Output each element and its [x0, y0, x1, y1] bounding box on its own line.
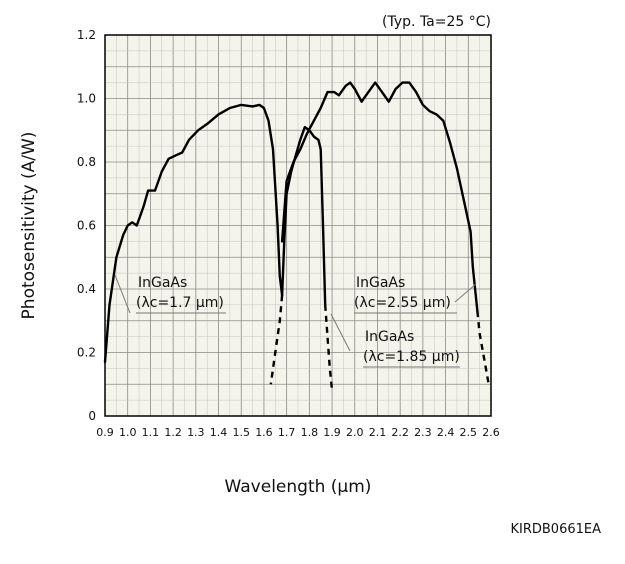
x-tick-labels: 0.9 1.0 1.1 1.2 1.3 1.4 1.5 1.6 1.7 1.8 1.9 2.0 2.1 2…: [96, 426, 500, 439]
grid: [104, 34, 492, 417]
series-label-material: InGaAs: [365, 329, 414, 345]
series-tail-dashed-1: [269, 295, 284, 385]
x-tick-label: 1.8: [301, 426, 319, 439]
annotations: InGaAs (λc=1.7 μm) InGaAs (λc=2.55 μm) InGaA…: [114, 274, 477, 368]
y-tick-label: 0.8: [77, 155, 96, 169]
leader-line: [114, 274, 131, 314]
y-axis-title: Photosensitivity (A/W): [19, 132, 39, 320]
x-tick-label: 1.4: [210, 426, 228, 439]
series-label-cutoff: (λc=1.7 μm): [136, 295, 224, 311]
series-group: [103, 81, 490, 391]
y-tick-label: 0: [88, 409, 96, 423]
series-line-3: [280, 81, 479, 313]
x-tick-label: 2.2: [391, 426, 409, 439]
leader-line: [330, 313, 351, 352]
x-tick-label: 1.6: [255, 426, 273, 439]
x-tick-label: 2.5: [460, 426, 478, 439]
series-label-cutoff: (λc=2.55 μm): [354, 295, 451, 311]
x-tick-label: 2.3: [414, 426, 432, 439]
y-tick-labels: 0 0.2 0.4 0.6 0.8 1.0 1.2: [77, 28, 96, 423]
x-tick-label: 2.4: [437, 426, 455, 439]
figure-code: KIRDB0661EA: [510, 522, 601, 537]
series-label-cutoff: (λc=1.85 μm): [363, 349, 460, 365]
x-tick-label: 1.9: [323, 426, 341, 439]
x-tick-label: 0.9: [96, 426, 114, 439]
x-tick-label: 1.3: [187, 426, 205, 439]
x-tick-label: 2.1: [369, 426, 387, 439]
x-axis-title: Wavelength (μm): [225, 477, 372, 497]
x-tick-label: 1.0: [119, 426, 137, 439]
x-tick-label: 2.6: [482, 426, 500, 439]
x-tick-label: 1.7: [278, 426, 296, 439]
y-tick-label: 1.0: [77, 92, 96, 106]
series-tail-dashed-2: [324, 304, 334, 391]
x-tick-label: 1.2: [164, 426, 182, 439]
series-tail-dashed-3: [476, 311, 490, 385]
y-tick-label: 1.2: [77, 28, 96, 42]
leader-line: [454, 283, 477, 303]
plot-frame: [104, 34, 492, 417]
x-tick-label: 1.1: [142, 426, 160, 439]
y-tick-label: 0.6: [77, 219, 96, 233]
x-tick-label: 1.5: [232, 426, 250, 439]
series-label-material: InGaAs: [138, 275, 187, 291]
y-tick-label: 0.4: [77, 282, 96, 296]
series-line-1: [103, 103, 284, 364]
x-tick-label: 2.0: [346, 426, 364, 439]
condition-note: (Typ. Ta=25 °C): [382, 14, 491, 30]
y-tick-label: 0.2: [77, 346, 96, 360]
series-label-material: InGaAs: [356, 275, 405, 291]
